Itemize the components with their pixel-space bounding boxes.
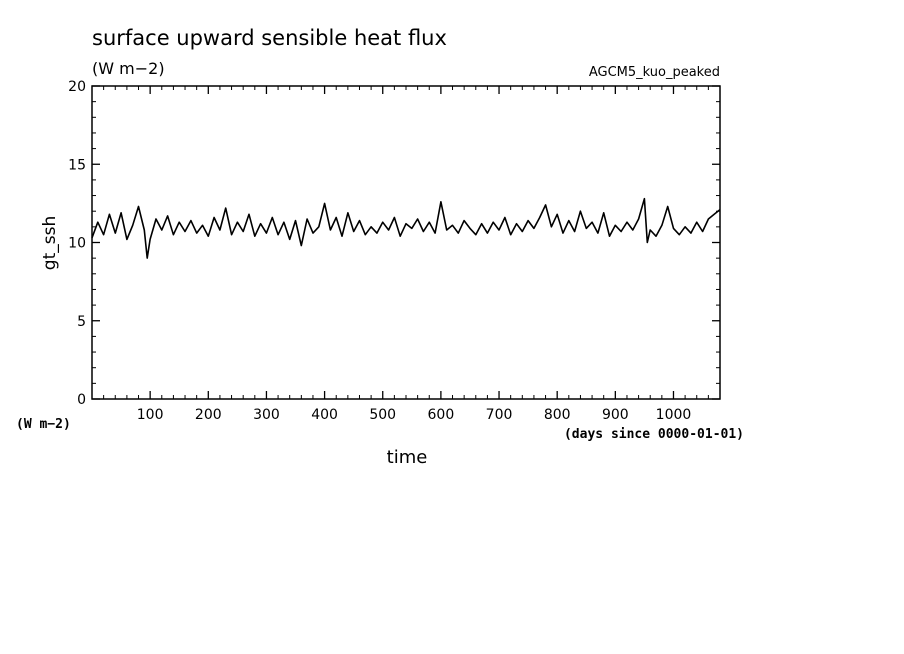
chart-title: surface upward sensible heat flux (92, 26, 447, 50)
x-axis-units: (days since 0000-01-01) (564, 427, 744, 442)
x-tick-label: 300 (253, 407, 280, 423)
series-line (91, 197, 721, 259)
x-tick-label: 400 (311, 407, 338, 423)
y-tick-label: 5 (77, 314, 86, 330)
y-tick-label: 0 (77, 392, 86, 408)
y-tick-label: 10 (68, 236, 86, 252)
minor-ticks (92, 86, 720, 399)
chart-subtitle: (W m−2) (92, 59, 165, 78)
plot-frame (91, 85, 721, 400)
x-axis-ticks: 100 200 300 400 500 600 700 800 900 1000 (137, 86, 692, 423)
x-tick-label: 900 (602, 407, 629, 423)
x-tick-label: 500 (369, 407, 396, 423)
y-axis-units: (W m−2) (16, 417, 71, 432)
x-tick-label: 100 (137, 407, 164, 423)
x-tick-label: 800 (544, 407, 571, 423)
y-tick-label: 15 (68, 157, 86, 173)
run-label: AGCM5_kuo_peaked (589, 65, 720, 80)
x-tick-label: 600 (428, 407, 455, 423)
x-tick-label: 700 (486, 407, 513, 423)
x-axis-label: time (387, 447, 428, 468)
x-tick-label: 1000 (656, 407, 692, 423)
y-axis-label: gt_ssh (40, 216, 60, 270)
y-tick-label: 20 (68, 79, 86, 95)
y-axis-ticks: 0 5 10 15 20 (68, 79, 720, 408)
x-tick-label: 200 (195, 407, 222, 423)
